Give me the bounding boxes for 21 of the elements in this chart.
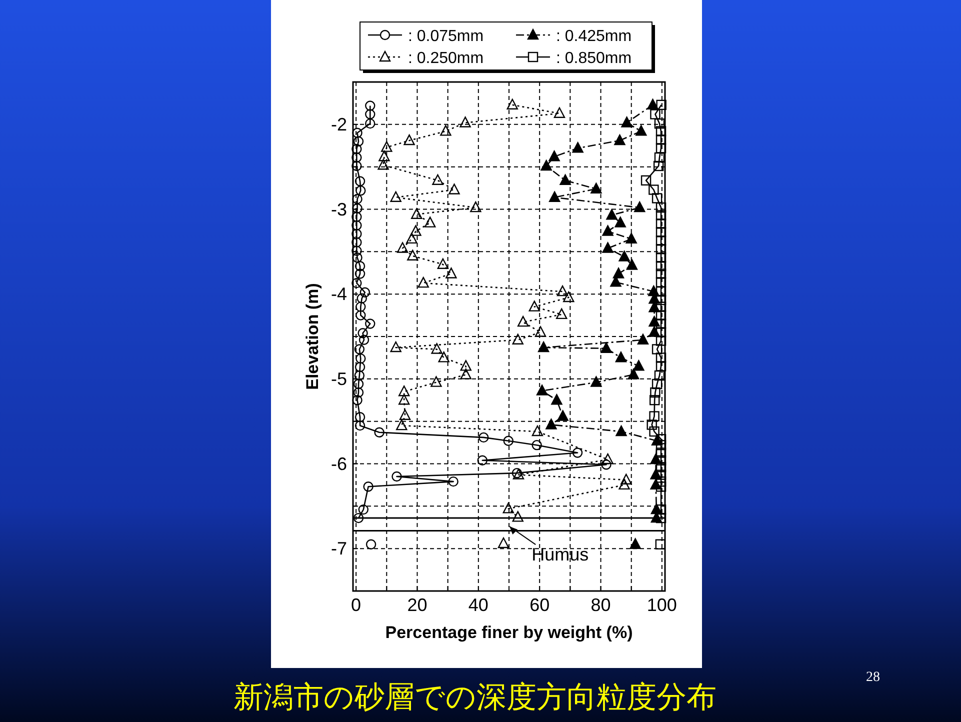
text: 新潟市の砂層での深度方向粒度分布	[234, 680, 716, 715]
y-tick-label: -7	[330, 538, 347, 559]
legend-label: : 0.425mm	[556, 28, 632, 45]
legend-label: : 0.850mm	[556, 50, 632, 67]
y-tick-label: -5	[330, 368, 347, 389]
x-axis-title: Percentage finer by weight (%)	[385, 623, 633, 642]
legend-label: : 0.250mm	[408, 50, 484, 67]
y-axis-title: Elevation (m)	[303, 283, 322, 390]
y-tick-label: -4	[330, 284, 347, 304]
legend-label: : 0.075mm	[408, 28, 484, 45]
x-tick-label: 40	[468, 595, 488, 615]
y-tick-label: -2	[330, 114, 347, 134]
y-tick-label: -6	[330, 454, 347, 474]
x-tick-label: 100	[646, 595, 677, 615]
x-tick-label: 80	[590, 595, 611, 615]
text: 28	[866, 670, 880, 685]
x-tick-label: 20	[407, 595, 428, 615]
x-tick-label: 60	[530, 595, 550, 615]
annotation: Humus	[532, 544, 589, 565]
x-tick-label: 0	[351, 595, 362, 615]
y-tick-label: -3	[330, 199, 347, 220]
